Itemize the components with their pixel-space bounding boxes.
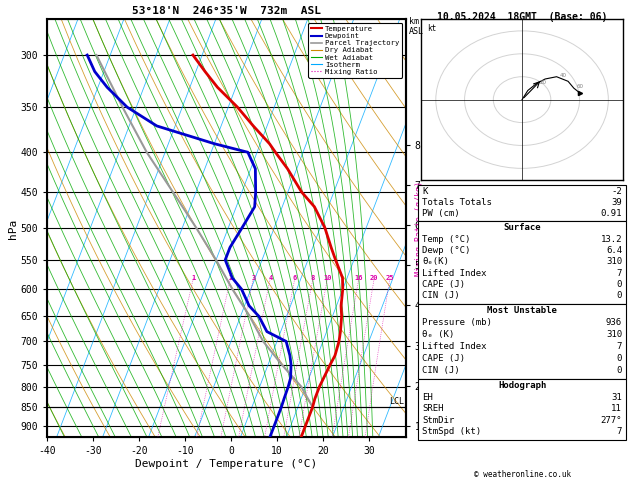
Text: 0.91: 0.91 [601, 209, 622, 218]
Text: 7: 7 [616, 427, 622, 436]
Text: 40: 40 [559, 73, 567, 78]
Text: CIN (J): CIN (J) [422, 366, 460, 375]
Text: 0: 0 [616, 354, 622, 363]
X-axis label: Dewpoint / Temperature (°C): Dewpoint / Temperature (°C) [135, 459, 318, 469]
Title: 53°18'N  246°35'W  732m  ASL: 53°18'N 246°35'W 732m ASL [132, 6, 321, 16]
Text: Most Unstable: Most Unstable [487, 307, 557, 315]
Text: 3: 3 [252, 275, 255, 281]
Text: 7: 7 [616, 342, 622, 351]
Text: 11: 11 [611, 404, 622, 414]
Text: CAPE (J): CAPE (J) [422, 280, 465, 289]
Text: LCL: LCL [389, 398, 404, 406]
Text: km
ASL: km ASL [409, 17, 424, 36]
Text: 0: 0 [616, 366, 622, 375]
Text: 2: 2 [228, 275, 233, 281]
Text: 10.05.2024  18GMT  (Base: 06): 10.05.2024 18GMT (Base: 06) [437, 12, 607, 22]
Text: Surface: Surface [503, 224, 541, 232]
Text: Dewp (°C): Dewp (°C) [422, 246, 470, 255]
Text: -2: -2 [611, 187, 622, 196]
Text: Temp (°C): Temp (°C) [422, 235, 470, 244]
Text: Hodograph: Hodograph [498, 382, 546, 390]
Text: 936: 936 [606, 318, 622, 328]
Text: 0: 0 [616, 280, 622, 289]
Text: © weatheronline.co.uk: © weatheronline.co.uk [474, 469, 571, 479]
Text: 6.4: 6.4 [606, 246, 622, 255]
Text: 10: 10 [323, 275, 331, 281]
Text: EH: EH [422, 393, 433, 402]
Text: CIN (J): CIN (J) [422, 291, 460, 300]
Text: θₑ (K): θₑ (K) [422, 330, 454, 339]
Legend: Temperature, Dewpoint, Parcel Trajectory, Dry Adiabat, Wet Adiabat, Isotherm, Mi: Temperature, Dewpoint, Parcel Trajectory… [308, 23, 402, 78]
Text: StmSpd (kt): StmSpd (kt) [422, 427, 481, 436]
Text: 6: 6 [293, 275, 297, 281]
Text: 0: 0 [616, 291, 622, 300]
Text: 39: 39 [611, 198, 622, 207]
Text: 25: 25 [386, 275, 394, 281]
Text: 20: 20 [539, 80, 547, 85]
Text: StmDir: StmDir [422, 416, 454, 425]
Text: 13.2: 13.2 [601, 235, 622, 244]
Text: 20: 20 [370, 275, 379, 281]
Text: kt: kt [427, 24, 437, 33]
Text: Mixing Ratio (g/kg): Mixing Ratio (g/kg) [415, 181, 424, 276]
Text: 277°: 277° [601, 416, 622, 425]
Text: Lifted Index: Lifted Index [422, 269, 487, 278]
Text: 4: 4 [268, 275, 272, 281]
Text: K: K [422, 187, 428, 196]
Text: 7: 7 [616, 269, 622, 278]
Text: PW (cm): PW (cm) [422, 209, 460, 218]
Text: 8: 8 [311, 275, 315, 281]
Text: 1: 1 [191, 275, 196, 281]
Text: SREH: SREH [422, 404, 443, 414]
Text: 31: 31 [611, 393, 622, 402]
Text: 60: 60 [577, 84, 584, 89]
Y-axis label: hPa: hPa [8, 218, 18, 239]
Text: Pressure (mb): Pressure (mb) [422, 318, 492, 328]
Text: CAPE (J): CAPE (J) [422, 354, 465, 363]
Text: θₑ(K): θₑ(K) [422, 258, 449, 266]
Text: Lifted Index: Lifted Index [422, 342, 487, 351]
Text: 310: 310 [606, 258, 622, 266]
Text: 310: 310 [606, 330, 622, 339]
Text: Totals Totals: Totals Totals [422, 198, 492, 207]
Text: 16: 16 [355, 275, 363, 281]
